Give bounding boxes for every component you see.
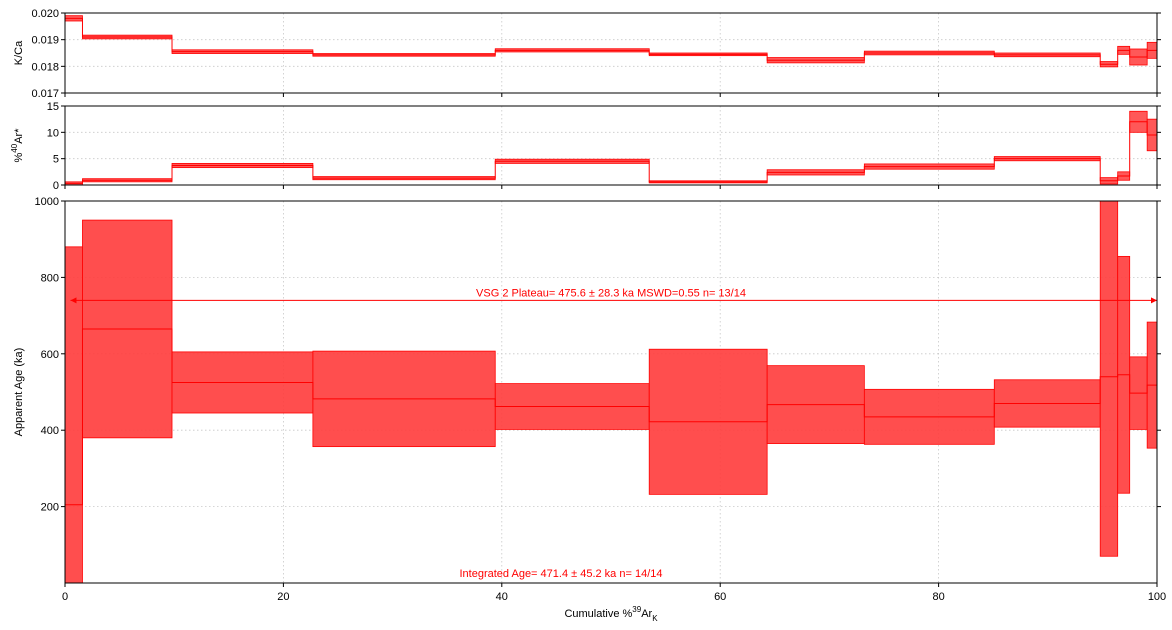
kca-ytick-label: 0.018 bbox=[31, 61, 59, 73]
age-ytick-label: 600 bbox=[41, 349, 59, 361]
rad-step-line bbox=[65, 121, 1157, 184]
age-step-error-box bbox=[1099, 200, 1119, 557]
radiogenic-ylabel-superscript: 40 bbox=[10, 143, 19, 152]
age-ytick-label: 1000 bbox=[35, 196, 59, 208]
age-step-error-box bbox=[64, 246, 83, 584]
kca-step-line bbox=[65, 17, 1157, 65]
ticks-layer: 0.0170.0180.0190.02005101520040060080010… bbox=[31, 8, 1166, 603]
kca-ytick-label: 0.020 bbox=[31, 8, 59, 20]
age-y-axis-label: Apparent Age (ka) bbox=[13, 348, 25, 437]
age-ytick-label: 800 bbox=[41, 272, 59, 284]
x-tick-label: 20 bbox=[277, 591, 289, 603]
x-axis-label: Cumulative %39ArK bbox=[564, 605, 658, 623]
x-label-superscript: 39 bbox=[632, 605, 641, 614]
x-tick-label: 100 bbox=[1148, 591, 1166, 603]
x-tick-label: 0 bbox=[62, 591, 68, 603]
radiogenic-y-axis-label: %40Ar* bbox=[10, 128, 25, 163]
age-step-line bbox=[65, 328, 1157, 506]
x-label-subscript: K bbox=[652, 614, 658, 623]
x-label-mid: Ar bbox=[641, 608, 652, 620]
rad-ytick-label: 0 bbox=[53, 180, 59, 192]
kca-ytick-label: 0.019 bbox=[31, 35, 59, 47]
plateau-arrow-left bbox=[70, 297, 77, 304]
kca-ytick-label: 0.017 bbox=[31, 88, 59, 100]
rad-ytick-label: 10 bbox=[47, 127, 59, 139]
age-ytick-label: 200 bbox=[41, 502, 59, 514]
integrated-age-annotation: Integrated Age= 471.4 ± 45.2 ka n= 14/14 bbox=[460, 568, 663, 580]
age-ytick-label: 400 bbox=[41, 425, 59, 437]
age-panel-frame bbox=[64, 200, 1158, 584]
rad-panel-frame bbox=[64, 105, 1158, 186]
radiogenic-ylabel-prefix: % bbox=[13, 152, 25, 162]
plateau-arrow-right bbox=[1151, 297, 1157, 304]
x-label-prefix: Cumulative % bbox=[564, 608, 632, 620]
x-tick-label: 40 bbox=[496, 591, 508, 603]
x-tick-label: 60 bbox=[714, 591, 726, 603]
radiogenic-ylabel-suffix: Ar* bbox=[13, 128, 25, 144]
kca-panel-frame bbox=[64, 12, 1158, 94]
kca-y-axis-label: K/Ca bbox=[13, 40, 25, 65]
data-layer bbox=[64, 15, 1158, 584]
labels-layer: K/Ca %40Ar* Apparent Age (ka) Cumulative… bbox=[10, 40, 746, 623]
rad-ytick-label: 15 bbox=[47, 101, 59, 113]
rad-ytick-label: 5 bbox=[53, 154, 59, 166]
x-tick-label: 80 bbox=[932, 591, 944, 603]
axes-layer bbox=[64, 12, 1158, 584]
plateau-annotation: VSG 2 Plateau= 475.6 ± 28.3 ka MSWD=0.55… bbox=[476, 287, 746, 299]
